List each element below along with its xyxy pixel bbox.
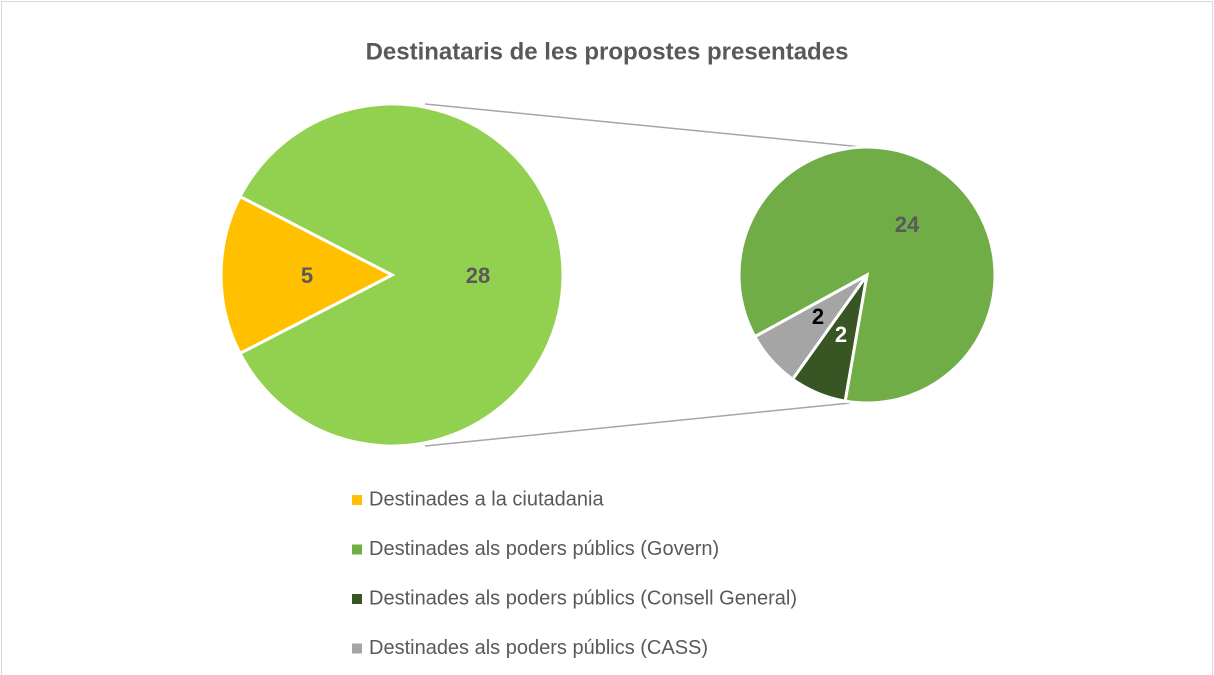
pie-slice [237, 102, 565, 448]
legend-label: Destinades als poders públics (CASS) [369, 637, 708, 659]
data-label: 5 [301, 263, 313, 288]
data-label: 2 [812, 304, 824, 329]
data-label: 2 [835, 322, 847, 347]
connector-line [424, 103, 863, 148]
data-label: 24 [895, 212, 920, 237]
legend-label: Destinades als poders públics (Govern) [369, 538, 719, 560]
pie-slice [219, 194, 396, 356]
legend-swatch [352, 643, 362, 654]
legend-swatch [352, 544, 362, 555]
legend-swatch [352, 594, 362, 604]
data-label: 28 [466, 263, 490, 288]
legend-label: Destinades als poders públics (Consell G… [369, 587, 797, 609]
pie-slice [737, 145, 997, 405]
legend-swatch [352, 495, 362, 505]
chart-title: Destinataris de les propostes presentade… [366, 38, 849, 65]
connector-line [424, 402, 851, 447]
legend-label: Destinades a la ciutadania [369, 488, 604, 510]
